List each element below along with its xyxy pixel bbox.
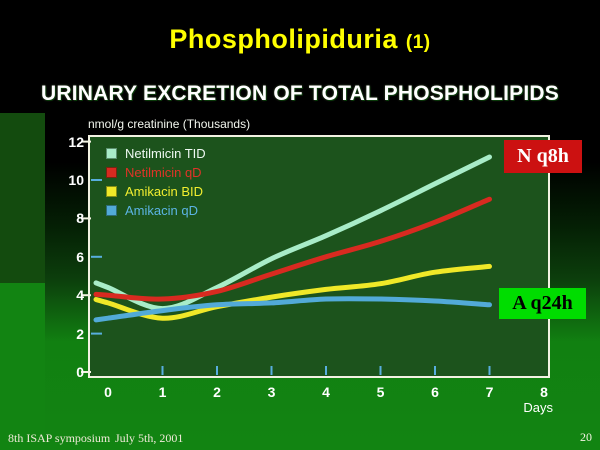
annotation-a-q24h: A q24h [499, 288, 586, 319]
legend-item: Amikacin qD [106, 201, 206, 220]
series-line-amikacin-bid [93, 263, 492, 321]
y-tick-label: 8 [76, 210, 84, 227]
x-tick-label: 8 [540, 384, 548, 400]
legend-item: Netilmicin TID [106, 144, 206, 163]
page-number: 20 [580, 430, 592, 444]
x-tick-label: 2 [213, 384, 221, 400]
x-tick-label: 4 [322, 384, 330, 400]
x-tick-label: 1 [158, 384, 167, 400]
x-tick-label: 6 [431, 384, 439, 400]
series-line-netilmicin-qd [93, 196, 492, 302]
annotation-n-q8h: N q8h [504, 140, 582, 173]
y-tick-label: 10 [68, 172, 84, 188]
legend-label: Amikacin qD [125, 203, 198, 218]
line-chart [81, 140, 492, 375]
series-line-netilmicin-tid [93, 154, 492, 312]
legend-item: Netilmicin qD [106, 163, 206, 182]
left-edge-band-bright [0, 283, 45, 450]
y-axis-title: nmol/g creatinine (Thousands) [88, 117, 251, 131]
x-tick-label: 5 [376, 384, 385, 400]
y-tick-label: 12 [68, 133, 84, 150]
chart-heading: URINARY EXCRETION OF TOTAL PHOSPHOLIPIDS [41, 82, 559, 105]
series-line-amikacin-qd [93, 296, 492, 323]
y-tick-label: 0 [76, 364, 84, 380]
x-tick-label: 7 [485, 384, 494, 400]
left-edge-band-dark [0, 113, 45, 283]
x-axis-title: Days [523, 400, 553, 415]
y-tick-label: 6 [76, 248, 84, 265]
legend-swatch [106, 167, 117, 178]
legend-label: Amikacin BID [125, 184, 204, 199]
chart-plot-area: Netilmicin TID Netilmicin qD Amikacin BID A… [81, 135, 550, 378]
y-tick-label: 4 [76, 287, 84, 304]
x-tick-label: 3 [267, 384, 276, 400]
x-tick-label: 0 [104, 384, 112, 400]
legend-label: Netilmicin qD [125, 165, 202, 180]
legend-item: Amikacin BID [106, 182, 206, 201]
footer-date: July 5th, 2001 [115, 431, 184, 445]
legend-label: Netilmicin TID [125, 146, 206, 161]
slide-title: Phospholipiduria (1) [0, 24, 600, 55]
legend-swatch [106, 186, 117, 197]
slide-title-suffix: (1) [405, 32, 431, 53]
legend-swatch [106, 148, 117, 159]
footer-symposium: 8th ISAP symposium [8, 431, 111, 445]
y-tick-label: 2 [76, 325, 84, 342]
slide-title-text: Phospholipiduria [169, 24, 398, 54]
chart-legend: Netilmicin TID Netilmicin qD Amikacin BID A… [106, 144, 206, 220]
legend-swatch [106, 205, 117, 216]
